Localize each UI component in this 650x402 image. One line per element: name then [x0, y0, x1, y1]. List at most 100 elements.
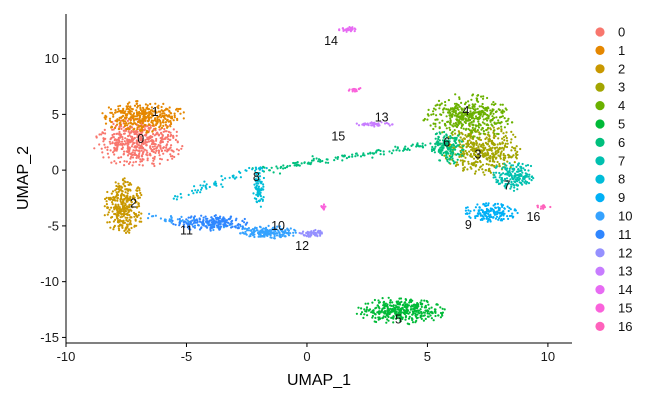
cluster-10-point [269, 236, 272, 239]
cluster-4-point [460, 126, 463, 129]
cluster-0-point [163, 127, 166, 131]
cluster-7-point [526, 181, 529, 184]
bridge-point [410, 144, 413, 147]
cluster-14-point [338, 29, 341, 32]
cluster-10-point [251, 232, 254, 235]
cluster-5-point [420, 310, 423, 314]
cluster-3-point [464, 156, 467, 159]
cluster-0-point [147, 140, 151, 143]
cluster-0-point [159, 137, 162, 140]
cluster-6-point [461, 148, 464, 151]
cluster-2-point [139, 217, 142, 220]
bridge-point [373, 152, 376, 155]
cluster-3-point [506, 142, 509, 145]
cluster-10-point [284, 229, 287, 232]
cluster-10-point [275, 228, 278, 231]
cluster-5-point [365, 306, 369, 309]
cluster-1-point [147, 115, 150, 119]
cluster-12-point [301, 232, 304, 235]
cluster-3-point [515, 157, 518, 160]
cluster-0-point [135, 131, 138, 134]
cluster-9-point [485, 209, 489, 212]
cluster-5-point [430, 310, 433, 313]
cluster-1-point [132, 128, 135, 131]
cluster-16-point [539, 207, 543, 210]
cluster-13-point [374, 123, 377, 126]
cluster-4-point [448, 114, 451, 117]
cluster-0-point [152, 132, 155, 136]
cluster-4-point [447, 99, 450, 102]
cluster-8-point [261, 199, 264, 202]
cluster-0-point [152, 150, 155, 153]
bridge-point [311, 159, 314, 162]
cluster-9-point [507, 217, 510, 220]
cluster-0-point [126, 139, 129, 142]
cluster-2-point [116, 199, 119, 202]
cluster-4-point [467, 100, 470, 103]
cluster-0-point [130, 131, 133, 134]
cluster-7-point [505, 169, 508, 172]
cluster-4-point [450, 113, 453, 116]
cluster-7-point [494, 176, 497, 179]
cluster-4-point [475, 97, 478, 100]
cluster-5-point [360, 311, 364, 314]
cluster-2-point [114, 218, 117, 221]
cluster-7-point [499, 174, 502, 177]
cluster-11-point [196, 220, 199, 223]
cluster-6-point [446, 144, 449, 147]
cluster-10-point [247, 227, 250, 230]
cluster-1-point [135, 102, 139, 105]
cluster-1-point [160, 105, 163, 109]
cluster-2-point [123, 180, 126, 183]
cluster-7-point [524, 180, 527, 183]
cluster-0-point [108, 140, 111, 143]
cluster-11-point [187, 216, 190, 219]
cluster-9-point [516, 211, 519, 215]
cluster-7-point [527, 182, 531, 185]
cluster-0-point [139, 158, 142, 161]
cluster-13-point [391, 123, 394, 126]
cluster-0-point [166, 136, 169, 139]
bridge-point [336, 157, 339, 160]
cluster-4-point [444, 124, 447, 127]
cluster-11-point [208, 220, 211, 223]
bridge-point [315, 157, 318, 160]
cluster-5-point [434, 314, 437, 318]
cluster-1-point [144, 119, 147, 122]
cluster-9-point [481, 211, 484, 214]
cluster-2-point [129, 196, 132, 199]
legend-label-5: 5 [618, 117, 625, 132]
cluster-1-point [168, 106, 171, 109]
bridge-point [174, 195, 177, 198]
cluster-5-point [386, 307, 389, 310]
bridge-point [293, 162, 296, 165]
bridge-point [215, 184, 218, 187]
cluster-11-point [217, 227, 221, 230]
cluster-4-point [435, 114, 438, 117]
cluster-8-point [257, 182, 260, 185]
cluster-0-point [104, 132, 107, 135]
cluster-3-point [490, 147, 493, 150]
cluster-9-point [500, 203, 503, 206]
cluster-4-point [491, 115, 494, 118]
cluster-6-point [455, 153, 458, 156]
cluster-2-point [117, 203, 120, 206]
cluster-5-point [394, 310, 397, 313]
cluster-5-point [396, 303, 399, 306]
cluster-0-point [120, 133, 123, 136]
cluster-2-point [135, 194, 138, 197]
cluster-3-point [509, 141, 512, 144]
cluster-1-point [158, 118, 161, 121]
cluster-4-point [476, 107, 479, 110]
cluster-3-point [516, 153, 519, 156]
cluster-11-point [241, 226, 244, 229]
cluster-0-point [121, 147, 124, 151]
cluster-10-point [273, 233, 276, 236]
cluster-4-point [474, 130, 477, 133]
cluster-0-point [125, 160, 128, 163]
cluster-8-point [262, 183, 265, 186]
cluster-2-point [132, 194, 135, 197]
cluster-1-point [141, 120, 145, 123]
cluster-3-point [466, 168, 469, 171]
